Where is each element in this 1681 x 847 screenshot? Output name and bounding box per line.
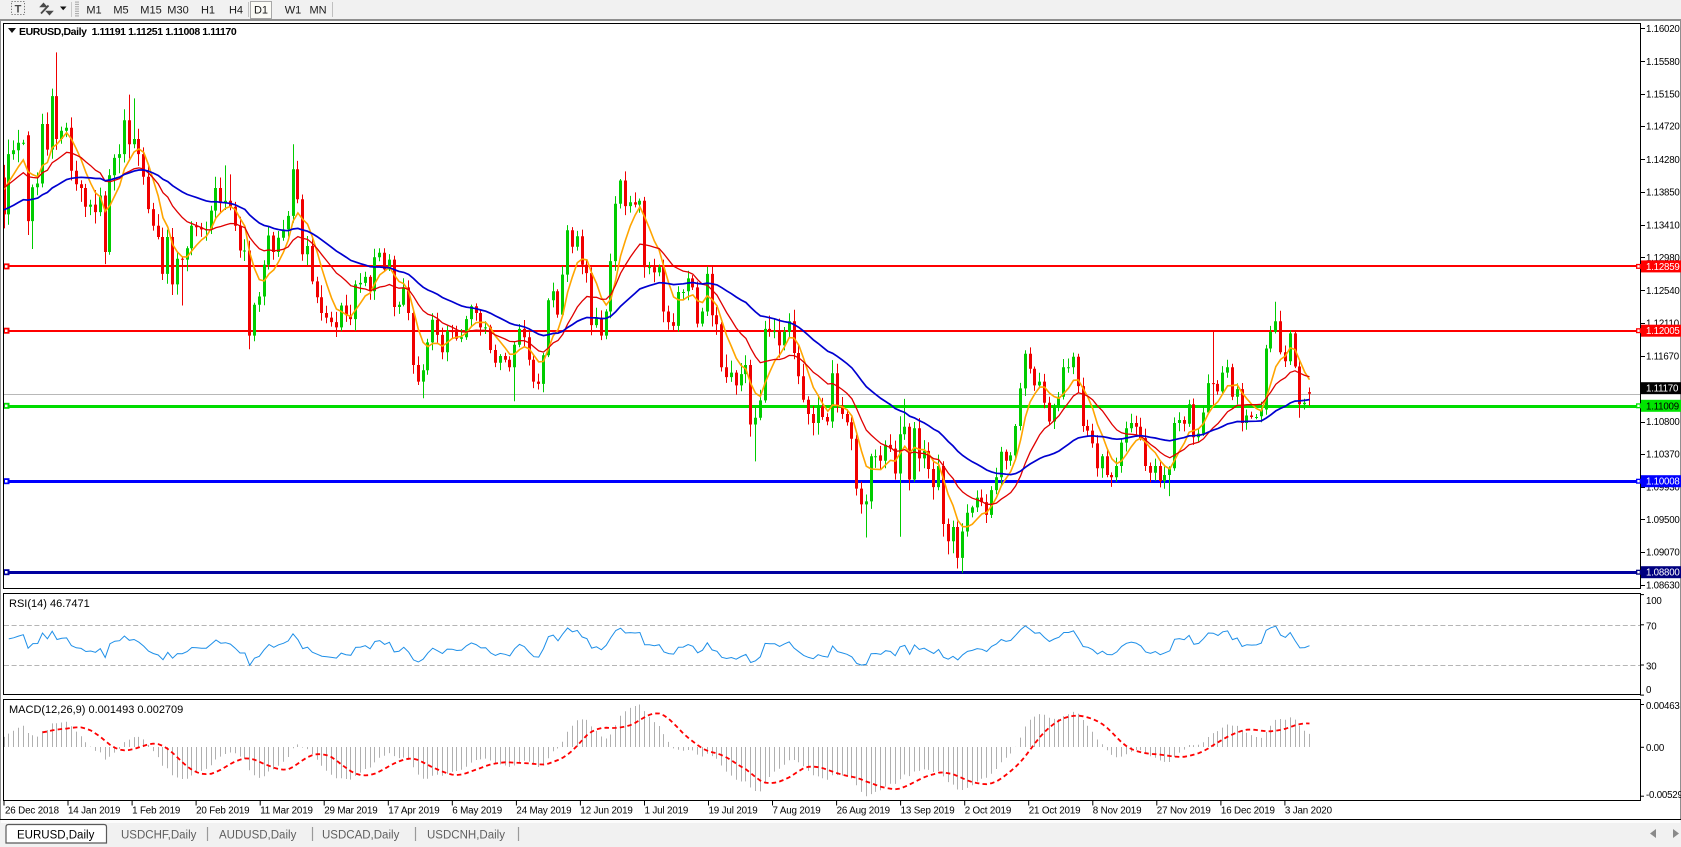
svg-text:USDCAD,Daily: USDCAD,Daily	[322, 830, 400, 842]
svg-text:29 Mar 2019: 29 Mar 2019	[324, 806, 377, 817]
svg-text:0.00: 0.00	[1646, 743, 1665, 754]
svg-text:1.12005: 1.12005	[1646, 326, 1680, 337]
svg-text:M1: M1	[86, 5, 101, 17]
svg-text:1.13410: 1.13410	[1646, 220, 1680, 231]
svg-text:1.09070: 1.09070	[1646, 547, 1680, 558]
svg-text:1 Feb 2019: 1 Feb 2019	[132, 806, 180, 817]
svg-text:-0.00529: -0.00529	[1646, 790, 1681, 801]
svg-text:1.11009: 1.11009	[1646, 401, 1679, 412]
svg-text:24 May 2019: 24 May 2019	[516, 806, 571, 817]
svg-text:AUDUSD,Daily: AUDUSD,Daily	[219, 830, 297, 842]
svg-text:MN: MN	[309, 5, 326, 17]
svg-text:21 Oct 2019: 21 Oct 2019	[1029, 806, 1081, 817]
svg-text:14 Jan 2019: 14 Jan 2019	[68, 806, 120, 817]
svg-text:1.12540: 1.12540	[1646, 286, 1680, 297]
svg-text:0.00463: 0.00463	[1646, 701, 1680, 712]
svg-text:1.12110: 1.12110	[1646, 318, 1680, 329]
svg-text:1.11670: 1.11670	[1646, 352, 1680, 363]
svg-text:17 Apr 2019: 17 Apr 2019	[388, 806, 439, 817]
svg-text:1.11170: 1.11170	[1646, 384, 1679, 395]
svg-text:USDCHF,Daily: USDCHF,Daily	[121, 830, 197, 842]
svg-text:13 Sep 2019: 13 Sep 2019	[901, 806, 955, 817]
svg-text:H4: H4	[229, 5, 243, 17]
svg-text:20 Feb 2019: 20 Feb 2019	[196, 806, 249, 817]
svg-text:1.10370: 1.10370	[1646, 449, 1680, 460]
svg-text:1.10800: 1.10800	[1646, 417, 1680, 428]
svg-text:RSI(14) 46.7471: RSI(14) 46.7471	[9, 598, 90, 610]
svg-text:W1: W1	[285, 5, 302, 17]
svg-text:D1: D1	[254, 5, 268, 17]
svg-text:1.12859: 1.12859	[1646, 262, 1680, 273]
svg-text:EURUSD,Daily 1.11191 1.11251: EURUSD,Daily 1.11191 1.11251 1.11008 1.1…	[19, 26, 237, 38]
svg-text:30: 30	[1646, 662, 1657, 673]
svg-text:19 Jul 2019: 19 Jul 2019	[709, 806, 758, 817]
svg-text:1.14280: 1.14280	[1646, 155, 1680, 166]
svg-text:0: 0	[1646, 685, 1652, 696]
svg-text:1.15580: 1.15580	[1646, 57, 1680, 68]
svg-text:16 Dec 2019: 16 Dec 2019	[1221, 806, 1275, 817]
svg-text:T: T	[15, 4, 22, 16]
svg-text:2 Oct 2019: 2 Oct 2019	[965, 806, 1011, 817]
svg-text:6 May 2019: 6 May 2019	[452, 806, 502, 817]
svg-text:1.09930: 1.09930	[1646, 483, 1680, 494]
svg-text:H1: H1	[201, 5, 215, 17]
svg-text:M30: M30	[167, 5, 188, 17]
svg-text:USDCNH,Daily: USDCNH,Daily	[427, 830, 505, 842]
svg-text:27 Nov 2019: 27 Nov 2019	[1157, 806, 1211, 817]
svg-text:3 Jan 2020: 3 Jan 2020	[1285, 806, 1333, 817]
svg-text:1.12980: 1.12980	[1646, 253, 1680, 264]
svg-text:8 Nov 2019: 8 Nov 2019	[1093, 806, 1142, 817]
svg-text:70: 70	[1646, 621, 1657, 632]
svg-text:MACD(12,26,9) 0.001493 0.00270: MACD(12,26,9) 0.001493 0.002709	[9, 704, 183, 716]
svg-text:26 Dec 2018: 26 Dec 2018	[5, 806, 60, 817]
svg-text:1.08630: 1.08630	[1646, 581, 1680, 592]
svg-text:100: 100	[1646, 596, 1662, 607]
svg-text:1.13850: 1.13850	[1646, 187, 1680, 198]
svg-text:11 Mar 2019: 11 Mar 2019	[260, 806, 313, 817]
svg-text:EURUSD,Daily: EURUSD,Daily	[17, 830, 95, 842]
svg-text:M5: M5	[113, 5, 128, 17]
svg-text:1.16020: 1.16020	[1646, 24, 1680, 35]
svg-text:1.10008: 1.10008	[1646, 477, 1680, 488]
svg-text:M15: M15	[140, 5, 161, 17]
svg-text:12 Jun 2019: 12 Jun 2019	[580, 806, 632, 817]
svg-text:26 Aug 2019: 26 Aug 2019	[837, 806, 890, 817]
svg-text:1.14720: 1.14720	[1646, 122, 1680, 133]
svg-text:1 Jul 2019: 1 Jul 2019	[645, 806, 689, 817]
svg-text:1.15150: 1.15150	[1646, 89, 1680, 100]
svg-text:7 Aug 2019: 7 Aug 2019	[773, 806, 821, 817]
svg-text:1.08800: 1.08800	[1646, 568, 1680, 579]
svg-text:1.09500: 1.09500	[1646, 515, 1680, 526]
